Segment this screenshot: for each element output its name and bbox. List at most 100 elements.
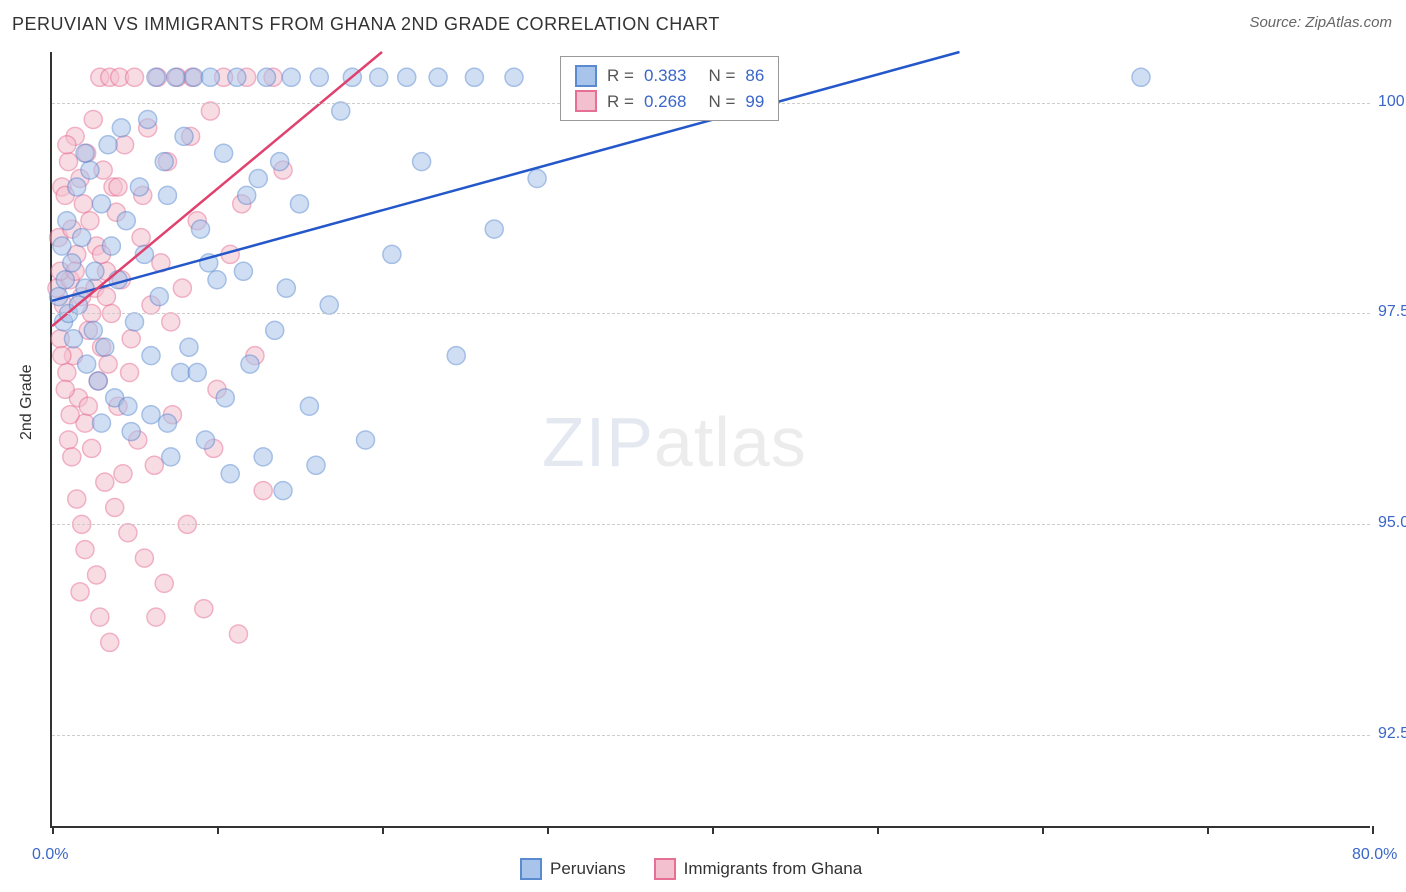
legend-series: Peruvians Immigrants from Ghana (520, 858, 862, 880)
data-point (135, 549, 153, 567)
x-tick (712, 826, 714, 834)
legend-item: Peruvians (520, 858, 626, 880)
data-point (139, 110, 157, 128)
data-point (53, 347, 71, 365)
data-point (119, 397, 137, 415)
data-point (99, 355, 117, 373)
r-label: R = (607, 89, 634, 115)
data-point (528, 170, 546, 188)
data-point (76, 144, 94, 162)
data-point (89, 372, 107, 390)
n-label: N = (708, 63, 735, 89)
data-point (64, 330, 82, 348)
data-point (238, 186, 256, 204)
source-label: Source: ZipAtlas.com (1249, 14, 1392, 31)
legend-label: Peruvians (550, 859, 626, 879)
data-point (150, 288, 168, 306)
data-point (71, 583, 89, 601)
data-point (505, 68, 523, 86)
x-tick (877, 826, 879, 834)
gridline (52, 313, 1370, 314)
data-point (188, 364, 206, 382)
data-point (122, 330, 140, 348)
data-point (81, 161, 99, 179)
data-point (195, 600, 213, 618)
data-point (241, 355, 259, 373)
data-point (53, 237, 71, 255)
data-point (119, 524, 137, 542)
data-point (291, 195, 309, 213)
x-tick-label: 80.0% (1352, 846, 1397, 864)
data-point (58, 136, 76, 154)
data-point (221, 465, 239, 483)
data-point (201, 102, 219, 120)
scatter-svg (52, 52, 1372, 828)
data-point (332, 102, 350, 120)
data-point (173, 279, 191, 297)
data-point (81, 212, 99, 230)
data-point (117, 212, 135, 230)
plot-area: ZIPatlas (50, 52, 1370, 828)
data-point (106, 498, 124, 516)
data-point (56, 271, 74, 289)
data-point (320, 296, 338, 314)
data-point (175, 127, 193, 145)
data-point (228, 68, 246, 86)
data-point (277, 279, 295, 297)
data-point (208, 271, 226, 289)
data-point (201, 68, 219, 86)
data-point (185, 68, 203, 86)
data-point (215, 144, 233, 162)
data-point (196, 431, 214, 449)
data-point (78, 355, 96, 373)
data-point (234, 262, 252, 280)
data-point (96, 473, 114, 491)
data-point (126, 313, 144, 331)
data-point (429, 68, 447, 86)
data-point (383, 245, 401, 263)
legend-item: Immigrants from Ghana (654, 858, 863, 880)
r-value: 0.268 (644, 89, 687, 115)
data-point (91, 608, 109, 626)
legend-swatch (575, 90, 597, 112)
data-point (130, 178, 148, 196)
data-point (447, 347, 465, 365)
data-point (249, 170, 267, 188)
legend-swatch (575, 65, 597, 87)
data-point (258, 68, 276, 86)
data-point (97, 288, 115, 306)
data-point (192, 220, 210, 238)
data-point (83, 439, 101, 457)
data-point (271, 153, 289, 171)
gridline (52, 735, 1370, 736)
x-tick (1372, 826, 1374, 834)
data-point (114, 465, 132, 483)
data-point (121, 364, 139, 382)
data-point (370, 68, 388, 86)
data-point (254, 482, 272, 500)
data-point (159, 186, 177, 204)
r-value: 0.383 (644, 63, 687, 89)
chart-title: PERUVIAN VS IMMIGRANTS FROM GHANA 2ND GR… (12, 14, 720, 35)
data-point (142, 347, 160, 365)
data-point (84, 321, 102, 339)
data-point (167, 68, 185, 86)
data-point (76, 541, 94, 559)
gridline (52, 524, 1370, 525)
data-point (56, 380, 74, 398)
x-tick (382, 826, 384, 834)
data-point (122, 423, 140, 441)
data-point (310, 68, 328, 86)
data-point (126, 68, 144, 86)
y-axis-label: 2nd Grade (18, 364, 36, 440)
data-point (465, 68, 483, 86)
x-tick (52, 826, 54, 834)
data-point (216, 389, 234, 407)
x-tick (1042, 826, 1044, 834)
legend-label: Immigrants from Ghana (684, 859, 863, 879)
legend-swatch (520, 858, 542, 880)
data-point (147, 68, 165, 86)
data-point (300, 397, 318, 415)
data-point (145, 456, 163, 474)
data-point (357, 431, 375, 449)
